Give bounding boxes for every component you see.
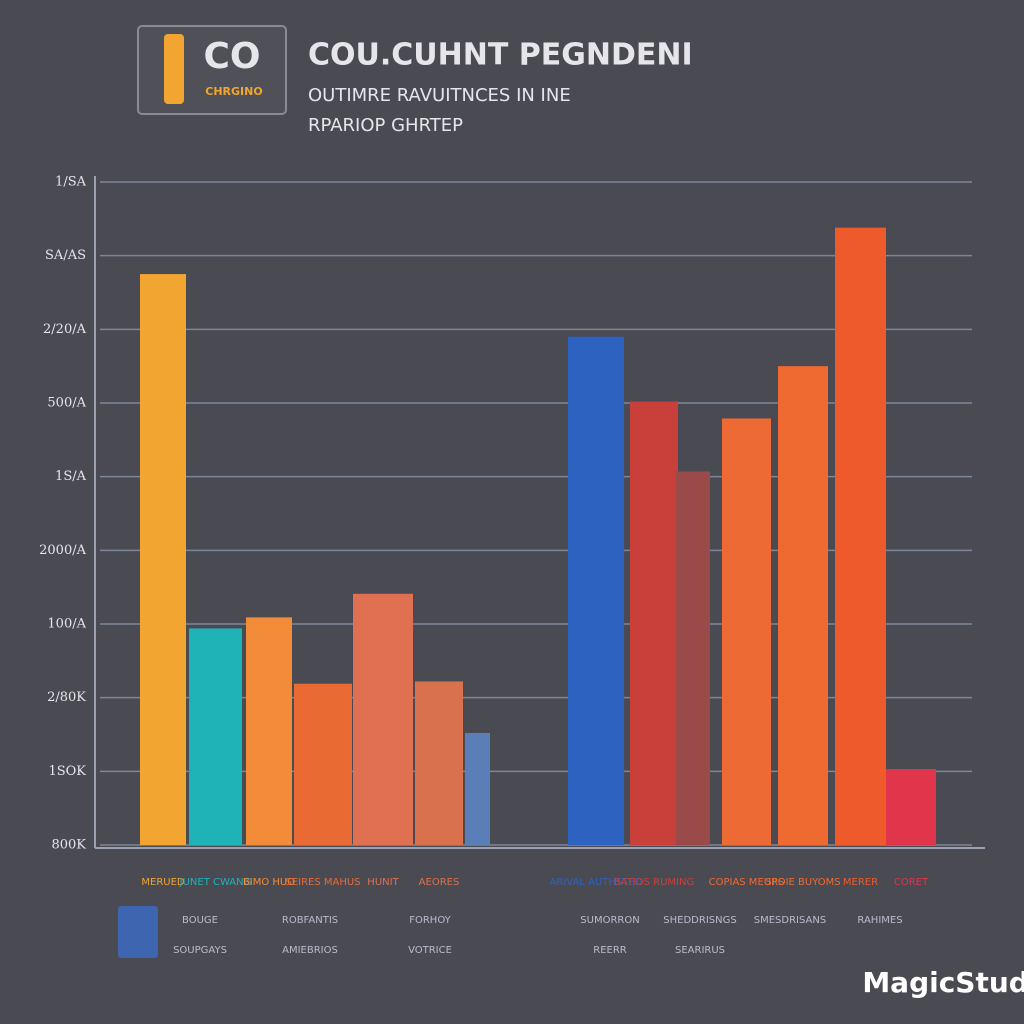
note-swatch: [118, 906, 158, 958]
chart-title: COU.CUHNT PEGNDENI: [308, 38, 693, 73]
y-tick-label: 2000/A: [39, 543, 86, 558]
y-tick-label: 800K: [51, 838, 86, 853]
bar: [676, 471, 710, 845]
y-tick-label: 2/80K: [47, 690, 86, 705]
logo-mark: CO: [203, 36, 260, 77]
bar: [886, 769, 936, 845]
bar: [415, 681, 463, 845]
x-tick-label: COPIAS MEURS: [709, 877, 785, 888]
y-tick-label: 1S/A: [55, 469, 87, 484]
x-tick-label: ARIVAL AUTHSTED: [550, 877, 643, 888]
x-tick-label: HUNIT: [367, 877, 399, 888]
x-tick-label: SPOIE BUYOMS: [765, 877, 840, 888]
note: AMIEBRIOS: [282, 945, 338, 956]
note: SUMORRON: [580, 915, 639, 926]
subtitle: RPARIOP GHRTEP: [308, 115, 463, 136]
bar: [722, 418, 771, 845]
note: SEARIRUS: [675, 945, 725, 956]
logo-text: CHRGINO: [205, 85, 262, 98]
x-tick-label: BATIOS RUMING: [614, 877, 694, 888]
note: VOTRICE: [408, 945, 452, 956]
x-tick-label: JUNET CWANG: [179, 877, 252, 888]
bar: [189, 628, 242, 845]
bar: [568, 336, 624, 845]
x-tick-label: MERER: [843, 877, 878, 888]
note: RAHIMES: [857, 915, 902, 926]
y-tick-label: 100/A: [47, 617, 86, 632]
x-tick-label: SEIRES MAHUS: [285, 877, 360, 888]
watermark: MagicStudio: [862, 966, 1024, 999]
note: BOUGE: [182, 915, 218, 926]
y-tick-label: 1/SA: [55, 175, 87, 190]
y-tick-label: 500/A: [47, 396, 86, 411]
y-tick-label: 1SOK: [48, 764, 86, 779]
note: SMESDRISANS: [754, 915, 826, 926]
note: ROBFANTIS: [282, 915, 338, 926]
note: REERR: [593, 945, 627, 956]
logo-icon: [164, 34, 184, 104]
bar: [140, 274, 186, 845]
x-tick-label: AEORES: [419, 877, 460, 888]
bar: [294, 683, 352, 845]
bar: [630, 401, 678, 845]
bar: [353, 593, 413, 845]
bar: [778, 366, 828, 845]
x-tick-label: CORET: [894, 877, 929, 888]
bar: [465, 733, 490, 845]
x-tick-label: MERUED: [141, 877, 185, 888]
bar: [835, 227, 886, 845]
note: SHEDDRISNGS: [663, 915, 736, 926]
x-tick-label: BIMO HUO: [243, 877, 295, 888]
y-tick-label: SA/AS: [45, 248, 86, 263]
note: SOUPGAYS: [173, 945, 227, 956]
subtitle: OUTIMRE RAVUITNCES IN INE: [308, 85, 571, 106]
note: FORHOY: [409, 915, 451, 926]
bar: [246, 617, 292, 845]
y-tick-label: 2/20/A: [43, 322, 87, 337]
